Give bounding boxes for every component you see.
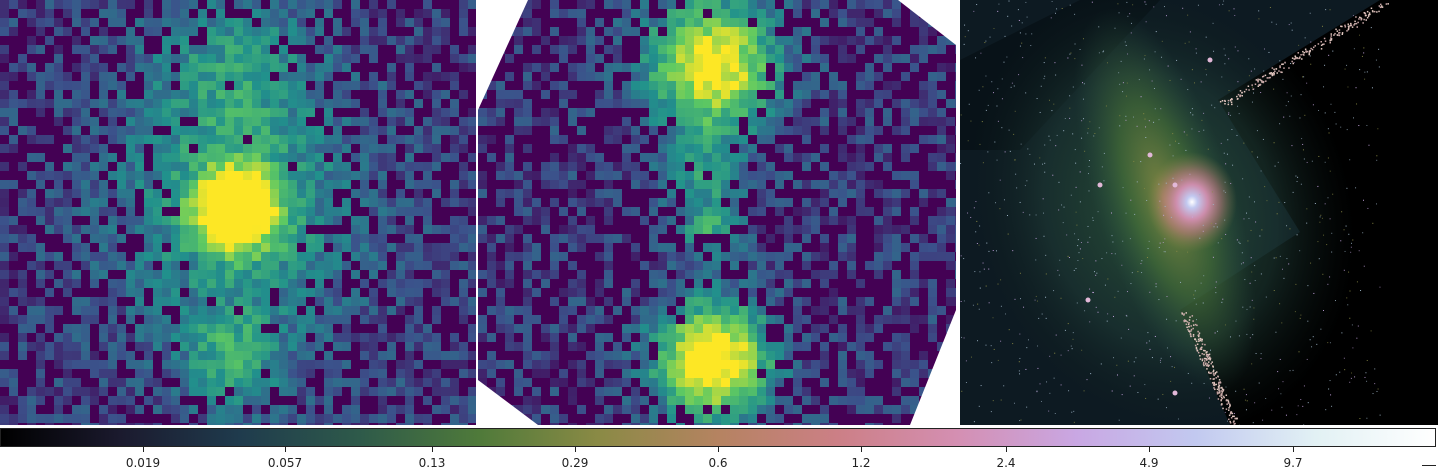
colorbar-tick-label: 0.29 — [561, 456, 589, 470]
pixel-grid — [478, 0, 956, 425]
pixel-grid — [0, 0, 476, 425]
colorbar-tick-label: 1.2 — [851, 456, 871, 470]
middle-image-canvas — [478, 0, 956, 425]
colorbar-tick-label: 4.9 — [1139, 456, 1159, 470]
colorbar-tick-label: 0.6 — [708, 456, 728, 470]
left-image-canvas — [0, 0, 476, 425]
left-image — [0, 0, 476, 425]
colorbar-tick — [718, 447, 719, 452]
colorbar-end-mark — [1422, 465, 1436, 466]
galaxy-core — [1147, 152, 1237, 252]
colorbar-tick — [1293, 447, 1294, 452]
right-image-canvas — [960, 0, 1389, 425]
colorbar-tick-label: 0.057 — [267, 456, 303, 470]
colorbar-tick — [575, 447, 576, 452]
colorbar — [0, 428, 1436, 447]
colorbar-tick-label: 9.7 — [1283, 456, 1303, 470]
rotated-field — [478, 0, 956, 425]
colorbar-tick-label: 0.019 — [125, 456, 161, 470]
colorbar-tick — [285, 447, 286, 452]
colorbar-tick-label: 2.4 — [996, 456, 1016, 470]
edge-noise — [1181, 3, 1389, 425]
colorbar-tick-label: 0.13 — [418, 456, 446, 470]
colorbar-tick — [432, 447, 433, 452]
middle-image — [478, 0, 958, 425]
colorbar-tick — [1149, 447, 1150, 452]
colorbar-tick — [143, 447, 144, 452]
colorbar-tick — [1006, 447, 1007, 452]
colorbar-tick — [861, 447, 862, 452]
right-image — [960, 0, 1438, 425]
star-field — [960, 0, 1381, 425]
